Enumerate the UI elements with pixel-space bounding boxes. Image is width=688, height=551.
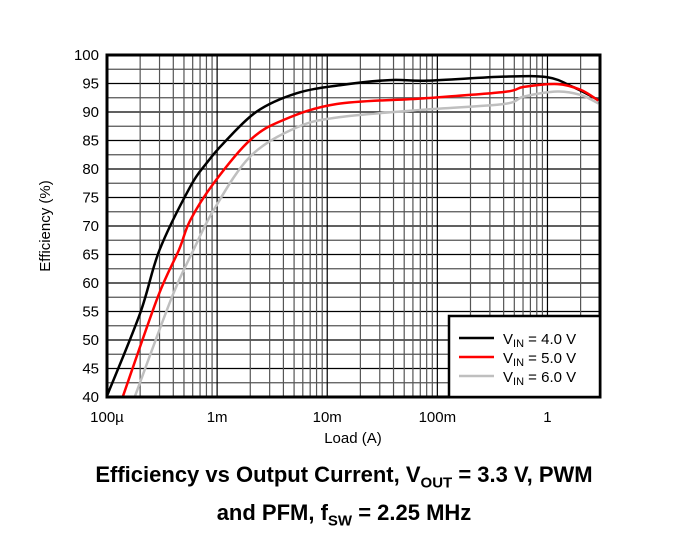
x-tick-labels: 100µ 1m 10m 100m 1 [90,409,551,426]
y-tick-label: 65 [82,247,99,264]
series-lines [105,74,600,397]
y-tick-label: 85 [82,133,99,150]
y-tick-label: 95 [82,76,99,93]
y-tick-label: 70 [82,218,99,235]
y-tick-label: 40 [82,389,99,406]
y-tick-label: 75 [82,190,99,207]
plot-frame [105,53,602,399]
x-tick-label: 1 [543,409,551,426]
y-tick-label: 50 [82,332,99,349]
series-line-3 [133,90,599,397]
series-line-1 [105,74,599,397]
y-axis-label: Efficiency (%) [37,180,54,271]
chart-title: Efficiency vs Output Current, VOUT = 3.3… [95,462,593,530]
legend-label: VIN = 5.0 V [503,350,576,369]
y-tick-label: 90 [82,104,99,121]
x-tick-label: 10m [313,409,342,426]
y-tick-label: 60 [82,275,99,292]
x-tick-label: 100m [419,409,457,426]
y-tick-label: 45 [82,361,99,378]
series-line-2 [121,82,600,397]
x-axis-label: Load (A) [324,430,382,447]
y-tick-labels: 40 45 50 55 60 65 70 75 80 85 90 95 100 [74,47,99,406]
legend-label: VIN = 4.0 V [503,331,576,350]
x-tick-label: 100µ [90,409,124,426]
x-tick-label: 1m [207,409,228,426]
y-tick-label: 80 [82,161,99,178]
y-tick-label: 55 [82,304,99,321]
legend-label: VIN = 6.0 V [503,369,576,388]
y-tick-label: 100 [74,47,99,64]
